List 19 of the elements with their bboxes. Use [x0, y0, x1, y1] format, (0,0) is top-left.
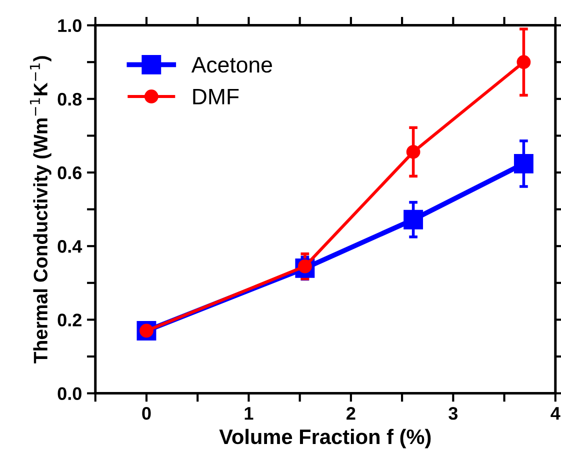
x-tick-label: 4	[550, 407, 560, 420]
y-tick-label: 0.2	[58, 314, 82, 326]
y-tick-label: 0.6	[58, 166, 82, 180]
x-tick-label: 0	[142, 406, 151, 420]
x-tick-label: 3	[448, 406, 458, 420]
y-tick-label: 1.0	[58, 19, 82, 32]
x-tick-label: 1	[244, 407, 254, 420]
x-tick-label: 2	[346, 406, 356, 420]
x-axis-title: Volume Fraction f (%)	[219, 428, 431, 448]
y-tick-label: 0.4	[58, 240, 82, 253]
point	[406, 144, 420, 159]
y-tick-label: 0.8	[58, 92, 82, 106]
y-axis-title: Thermal Conductivity (Wm$^{−1}$K$^{−1}$)	[30, 56, 52, 364]
point	[516, 55, 531, 70]
legend-label: DMF	[193, 88, 239, 104]
point	[404, 210, 424, 230]
point	[514, 154, 534, 174]
legend-label: Acetone	[191, 57, 272, 73]
y-tick-label: 0.0	[58, 387, 82, 400]
